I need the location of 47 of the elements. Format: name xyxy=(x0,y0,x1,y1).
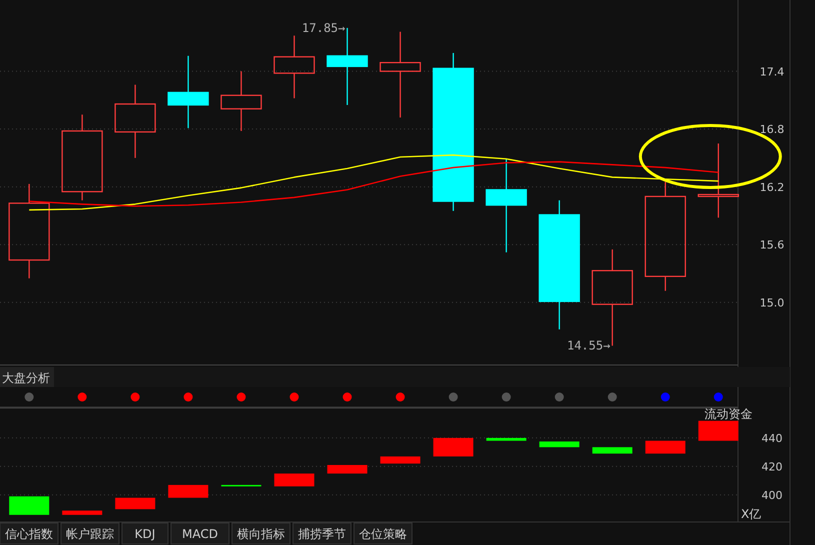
candlestick xyxy=(644,181,686,292)
bar xyxy=(380,456,420,464)
chart-title: 流动资金 xyxy=(704,407,752,421)
bar xyxy=(539,441,580,448)
candlestick xyxy=(486,158,527,253)
y-tick-label: 440 xyxy=(762,432,782,445)
y-tick-label: 17.4 xyxy=(760,65,784,78)
candlestick xyxy=(432,52,474,212)
bar xyxy=(645,440,686,454)
bar xyxy=(698,420,738,441)
candlestick xyxy=(220,70,262,132)
annotation: 14.55→ xyxy=(566,338,610,353)
bar xyxy=(327,465,368,474)
y-tick-label: 16.8 xyxy=(760,123,784,136)
bar xyxy=(115,498,156,510)
tab-button: 捕捞季节 xyxy=(292,522,352,544)
y-tick-label: 16.2 xyxy=(760,180,784,194)
y-axis-title: X亿 xyxy=(741,507,762,521)
candlestick xyxy=(62,114,103,201)
candlestick xyxy=(8,183,50,279)
bar xyxy=(9,496,50,515)
candlestick xyxy=(168,55,209,129)
y-tick-label: 15.6 xyxy=(760,238,784,252)
candlestick xyxy=(538,200,580,330)
candlestick xyxy=(114,84,156,159)
y-tick-label: 420 xyxy=(762,460,782,474)
candlestick xyxy=(274,35,315,99)
tab-button: KDJ xyxy=(122,522,168,544)
bar xyxy=(486,438,526,441)
tab-button: 信心指数 xyxy=(0,522,58,544)
line-series xyxy=(28,161,720,207)
tab-button: 仓位策略 xyxy=(354,522,412,544)
bar xyxy=(62,510,102,515)
text: 大盘分析 xyxy=(2,371,50,385)
bar xyxy=(274,474,314,486)
bar xyxy=(168,484,208,498)
bar xyxy=(592,447,632,454)
tab-button: MACD xyxy=(170,522,230,544)
bar xyxy=(433,438,474,456)
tab-button: 横向指标 xyxy=(232,522,290,544)
candlestick xyxy=(380,31,421,118)
y-tick-label: 400 xyxy=(762,488,782,502)
y-tick-label: 15.0 xyxy=(760,296,784,310)
line-series xyxy=(28,154,720,211)
candlestick xyxy=(698,142,739,218)
tab-button: 帐户跟踪 xyxy=(60,522,120,544)
annotation: 17.85→ xyxy=(302,20,346,35)
